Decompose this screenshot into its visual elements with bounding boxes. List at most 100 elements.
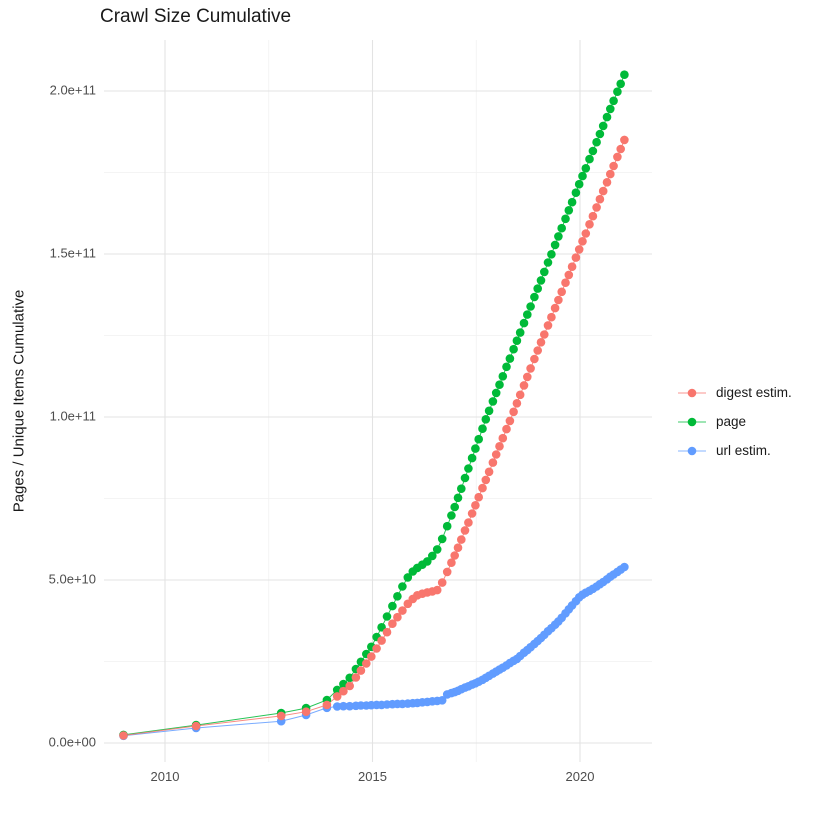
data-point: [191, 721, 201, 731]
data-point: [523, 310, 532, 319]
y-tick-label: 1.0e+11: [50, 408, 96, 423]
data-point: [550, 303, 560, 313]
data-point: [564, 206, 574, 215]
data-point: [515, 390, 525, 400]
data-point: [367, 652, 376, 661]
data-point: [502, 424, 511, 434]
data-point: [474, 492, 484, 502]
data-point: [491, 450, 501, 459]
data-point: [620, 70, 629, 79]
data-point: [498, 433, 508, 443]
data-point: [609, 96, 618, 106]
data-point: [509, 344, 518, 354]
chart-title: Crawl Size Cumulative: [100, 6, 292, 27]
data-point: [450, 551, 460, 560]
data-point: [356, 666, 366, 675]
data-point: [512, 399, 522, 408]
data-point: [322, 700, 332, 710]
y-tick-label: 5.0e+10: [49, 571, 96, 586]
legend-label: page: [716, 414, 747, 429]
data-point: [533, 346, 542, 355]
data-point: [382, 627, 392, 637]
data-point: [437, 534, 447, 544]
data-point: [484, 467, 494, 477]
legend-key-icon: [678, 446, 706, 455]
data-point: [523, 372, 532, 382]
data-point: [423, 557, 432, 566]
y-tick-label: 2.0e+11: [50, 82, 96, 97]
data-point: [447, 558, 456, 567]
data-point: [339, 686, 348, 696]
x-tick-label: 2020: [566, 769, 595, 784]
data-point: [578, 171, 587, 181]
data-point: [450, 502, 460, 512]
data-point: [616, 79, 625, 89]
data-point: [460, 526, 470, 535]
data-point: [457, 535, 466, 544]
legend-key-icon: [678, 388, 706, 397]
data-point: [382, 612, 392, 621]
legend-label: url estim.: [716, 443, 771, 458]
data-point: [428, 551, 437, 561]
data-point: [467, 509, 477, 518]
data-point: [332, 692, 342, 701]
data-point: [574, 245, 584, 254]
data-point: [437, 696, 447, 705]
data-point: [491, 388, 501, 398]
data-point: [464, 518, 473, 527]
data-point: [530, 292, 539, 302]
data-point: [595, 194, 605, 204]
data-point: [464, 464, 473, 473]
data-point: [481, 475, 491, 485]
data-point: [595, 129, 605, 139]
y-tick-label: 1.5e+11: [50, 245, 96, 260]
data-point: [598, 186, 608, 196]
data-point: [564, 270, 574, 280]
data-point: [393, 592, 402, 601]
data-point: [592, 203, 601, 212]
data-point: [488, 458, 498, 467]
data-point: [536, 338, 546, 347]
data-point: [571, 188, 581, 197]
data-point: [526, 302, 535, 311]
data-point: [540, 330, 549, 339]
data-point: [581, 164, 591, 173]
y-axis-title: Pages / Unique Items Cumulative: [10, 289, 28, 513]
data-point: [536, 276, 546, 285]
data-point: [377, 636, 386, 645]
data-point: [478, 483, 487, 493]
data-point: [543, 321, 553, 330]
data-point: [581, 229, 591, 238]
data-point: [598, 121, 608, 131]
data-point: [301, 707, 311, 716]
data-point: [561, 214, 570, 224]
data-point: [393, 612, 402, 622]
data-point: [606, 104, 615, 114]
data-point: [554, 232, 563, 241]
data-point: [505, 416, 515, 426]
data-point: [519, 381, 529, 390]
data-point: [592, 137, 601, 147]
data-point: [442, 521, 452, 531]
data-point: [585, 154, 594, 164]
data-point: [471, 444, 480, 453]
data-point: [457, 484, 466, 494]
data-point: [467, 453, 477, 463]
data-point: [398, 606, 407, 615]
data-point: [345, 701, 355, 711]
y-tick-label: 0.0e+00: [49, 734, 96, 749]
data-point: [453, 493, 463, 503]
data-point: [505, 354, 515, 363]
data-point: [119, 731, 128, 740]
data-point: [585, 220, 594, 229]
data-point: [620, 562, 629, 572]
data-point: [362, 659, 371, 668]
data-point: [554, 295, 563, 305]
data-point: [460, 473, 470, 483]
data-point: [478, 424, 487, 434]
data-point: [471, 501, 480, 510]
data-point: [345, 681, 355, 691]
legend-item: url estim.: [676, 436, 792, 465]
